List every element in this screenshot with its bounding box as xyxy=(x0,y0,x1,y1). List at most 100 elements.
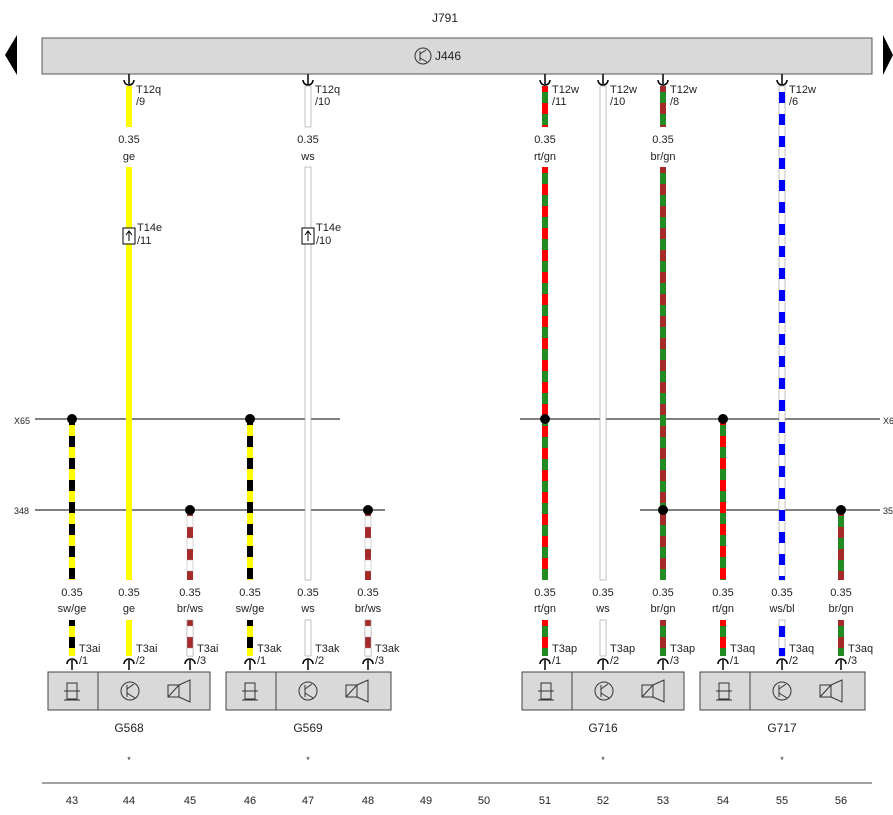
wire-bottom-segment-5-stripe xyxy=(364,647,372,657)
wire-gauge-label: 0.35 xyxy=(652,587,673,599)
bus-label-right-2: 35 xyxy=(883,506,893,516)
bottom-pin-label: /3 xyxy=(670,655,679,667)
wire-splice-icon-44 xyxy=(122,227,136,245)
grid-number: 51 xyxy=(539,795,551,807)
wire-rt-gn-51-stripe xyxy=(542,327,548,338)
bottom-pin-label: /1 xyxy=(257,655,266,667)
wire-top-segment-2 xyxy=(542,86,548,127)
wire-color-label: sw/ge xyxy=(58,603,87,615)
wire-ws-bl-55-stripe xyxy=(779,378,785,389)
bottom-pin-label: /3 xyxy=(848,655,857,667)
unit-label: J446 xyxy=(435,49,461,63)
bottom-connector-label: T3ai xyxy=(79,643,100,655)
wire-bottom-segment-8-stripe xyxy=(660,648,666,656)
wire-rt-gn-51-stripe xyxy=(542,283,548,294)
wire-color-label: sw/ge xyxy=(236,603,265,615)
speaker-icon xyxy=(819,679,843,703)
wire-sw-ge-43-stripe xyxy=(69,535,75,546)
top-pin-label: /8 xyxy=(670,96,679,108)
module-label: J791 xyxy=(432,11,458,25)
wire-color-label: rt/gn xyxy=(534,151,556,163)
wire-top-segment-2-stripe xyxy=(542,114,548,125)
wire-bottom-segment-11-stripe xyxy=(838,648,844,656)
wire-rt-gn-51-stripe xyxy=(542,261,548,272)
scroll-right-arrow-icon[interactable] xyxy=(883,35,893,75)
wire-sw-ge-43-stripe xyxy=(69,469,75,480)
wire-br-gn-53-stripe xyxy=(660,437,666,448)
bottom-connector-icon-11 xyxy=(835,658,847,670)
wire-top-segment-4-stripe xyxy=(660,114,666,125)
component-note-g716: * xyxy=(601,755,605,765)
wire-ge-44 xyxy=(126,167,132,580)
wire-br-gn-53-stripe xyxy=(660,569,666,580)
bottom-connector-label: T3aq xyxy=(848,643,873,655)
bottom-connector-icon-1 xyxy=(123,658,135,670)
wire-bottom-segment-11-stripe xyxy=(838,626,844,637)
wire-br-gn-56-stripe xyxy=(838,538,844,549)
wire-br-gn-53-stripe xyxy=(660,305,666,316)
bottom-connector-icon-9 xyxy=(717,658,729,670)
wire-color-label: ws xyxy=(595,603,610,615)
wire-rt-gn-51-stripe xyxy=(542,217,548,228)
wire-br-ws-45-stripe xyxy=(186,559,194,572)
transistor-icon xyxy=(298,681,318,701)
bottom-connector-icon-2 xyxy=(184,658,196,670)
wire-gauge-label: 0.35 xyxy=(712,587,733,599)
grid-number: 50 xyxy=(478,795,490,807)
wire-rt-gn-51-stripe xyxy=(542,393,548,404)
top-connector-icon-1 xyxy=(302,74,314,86)
wires-group xyxy=(66,74,847,670)
top-connector-label: T12q xyxy=(136,84,161,96)
bottom-pin-label: /2 xyxy=(610,655,619,667)
wire-br-gn-53-stripe xyxy=(660,415,666,426)
wire-br-gn-53-stripe xyxy=(660,371,666,382)
component-label-g569: G569 xyxy=(293,721,323,735)
top-connector-icon-2 xyxy=(539,74,551,86)
grid-number: 55 xyxy=(776,795,788,807)
top-connector-label: T12w xyxy=(670,84,697,96)
wire-bottom-segment-0-stripe xyxy=(69,626,75,637)
wire-br-gn-53-stripe xyxy=(660,239,666,250)
wire-top-segment-2-stripe xyxy=(542,92,548,103)
wire-sw-ge-43-stripe xyxy=(69,557,75,568)
wire-color-label: ge xyxy=(123,603,135,615)
wire-rt-gn-51-stripe xyxy=(542,459,548,470)
transistor-icon xyxy=(120,681,140,701)
scroll-left-arrow-icon[interactable] xyxy=(5,35,17,75)
wire-color-label: br/ws xyxy=(355,603,382,615)
bottom-connector-label: T3ap xyxy=(670,643,695,655)
junction-dot xyxy=(67,414,77,424)
grid-number: 47 xyxy=(302,795,314,807)
wire-ws-bl-55-stripe xyxy=(779,290,785,301)
wire-rt-gn-51-stripe xyxy=(542,173,548,184)
wire-color-label: ws xyxy=(300,151,315,163)
wire-br-ws-48-stripe xyxy=(364,537,372,550)
wire-br-gn-53-stripe xyxy=(660,349,666,360)
wire-gauge-label: 0.35 xyxy=(534,587,555,599)
bottom-connector-label: T3ai xyxy=(136,643,157,655)
wire-ws-bl-55-stripe xyxy=(779,268,785,279)
wire-rt-gn-54-stripe xyxy=(720,513,726,524)
wire-br-gn-53-stripe xyxy=(660,459,666,470)
wire-ws-bl-55-stripe xyxy=(779,180,785,191)
splice-connector-label: T14e xyxy=(137,222,162,234)
wire-br-gn-53-stripe xyxy=(660,261,666,272)
wire-sw-ge-46-stripe xyxy=(247,469,253,480)
speaker-icon xyxy=(641,679,665,703)
wire-bottom-segment-5-stripe xyxy=(364,625,372,638)
bottom-pin-label: /2 xyxy=(789,655,798,667)
wire-bottom-segment-7 xyxy=(599,619,607,657)
wire-gauge-label: 0.35 xyxy=(652,134,673,146)
bottom-pin-label: /1 xyxy=(730,655,739,667)
wire-br-ws-48-stripe xyxy=(364,559,372,572)
wire-gauge-label: 0.35 xyxy=(61,587,82,599)
sensor-icon xyxy=(538,672,573,710)
wire-color-label: rt/gn xyxy=(712,603,734,615)
wire-bottom-segment-3 xyxy=(247,620,253,656)
wire-color-label: br/ws xyxy=(177,603,204,615)
component-note-g717: * xyxy=(780,755,784,765)
wire-rt-gn-51-stripe xyxy=(542,349,548,360)
bottom-pin-label: /3 xyxy=(375,655,384,667)
component-note-g568: * xyxy=(127,755,131,765)
wire-bottom-segment-1 xyxy=(126,620,132,656)
